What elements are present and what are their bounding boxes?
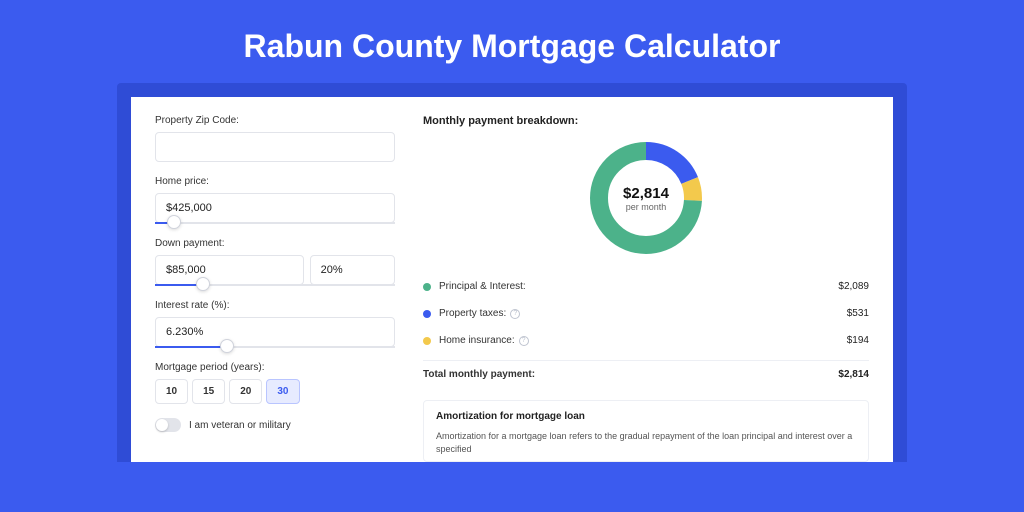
legend: Principal & Interest:$2,089Property taxe… <box>423 273 869 388</box>
home-price-label: Home price: <box>155 176 395 187</box>
legend-row: Property taxes: ?$531 <box>423 300 869 327</box>
calculator-card-frame: Property Zip Code: Home price: Down paym… <box>117 83 907 462</box>
down-payment-slider[interactable] <box>155 284 395 286</box>
veteran-toggle[interactable] <box>155 418 181 432</box>
zip-label: Property Zip Code: <box>155 115 395 126</box>
down-payment-field: Down payment: <box>155 238 395 286</box>
home-price-field: Home price: <box>155 176 395 224</box>
down-payment-percent-input[interactable] <box>310 255 395 285</box>
down-payment-amount-input[interactable] <box>155 255 304 285</box>
legend-label: Principal & Interest: <box>439 281 838 292</box>
legend-label: Property taxes: ? <box>439 308 847 319</box>
legend-total-row: Total monthly payment:$2,814 <box>423 361 869 388</box>
amortization-title: Amortization for mortgage loan <box>436 411 856 422</box>
breakdown-title: Monthly payment breakdown: <box>423 115 869 127</box>
legend-dot <box>423 283 431 291</box>
legend-value: $194 <box>847 335 869 346</box>
mortgage-period-field: Mortgage period (years): 10152030 <box>155 362 395 404</box>
info-icon[interactable]: ? <box>510 309 520 319</box>
period-button-15[interactable]: 15 <box>192 379 225 404</box>
legend-dot <box>423 337 431 345</box>
amortization-card: Amortization for mortgage loan Amortizat… <box>423 400 869 462</box>
breakdown-column: Monthly payment breakdown: $2,814 per mo… <box>423 115 869 462</box>
down-payment-slider-thumb[interactable] <box>196 277 210 291</box>
legend-dot <box>423 310 431 318</box>
donut-chart: $2,814 per month <box>585 137 707 259</box>
legend-row: Principal & Interest:$2,089 <box>423 273 869 300</box>
period-button-20[interactable]: 20 <box>229 379 262 404</box>
page-title: Rabun County Mortgage Calculator <box>0 0 1024 83</box>
period-button-30[interactable]: 30 <box>266 379 299 404</box>
down-payment-label: Down payment: <box>155 238 395 249</box>
veteran-field: I am veteran or military <box>155 418 395 432</box>
calculator-card: Property Zip Code: Home price: Down paym… <box>131 97 893 462</box>
zip-input[interactable] <box>155 132 395 162</box>
home-price-slider-thumb[interactable] <box>167 215 181 229</box>
period-button-10[interactable]: 10 <box>155 379 188 404</box>
info-icon[interactable]: ? <box>519 336 529 346</box>
veteran-label: I am veteran or military <box>189 420 291 431</box>
legend-label: Home insurance: ? <box>439 335 847 346</box>
interest-rate-slider-thumb[interactable] <box>220 339 234 353</box>
interest-rate-slider[interactable] <box>155 346 395 348</box>
home-price-input[interactable] <box>155 193 395 223</box>
legend-total-label: Total monthly payment: <box>423 369 838 380</box>
donut-chart-wrap: $2,814 per month <box>423 137 869 259</box>
donut-value: $2,814 <box>623 185 669 202</box>
amortization-text: Amortization for a mortgage loan refers … <box>436 430 856 455</box>
legend-total-value: $2,814 <box>838 369 869 380</box>
form-column: Property Zip Code: Home price: Down paym… <box>155 115 395 462</box>
interest-rate-field: Interest rate (%): <box>155 300 395 348</box>
home-price-slider[interactable] <box>155 222 395 224</box>
interest-rate-input[interactable] <box>155 317 395 347</box>
legend-row: Home insurance: ?$194 <box>423 327 869 354</box>
legend-value: $531 <box>847 308 869 319</box>
donut-sub: per month <box>626 202 667 212</box>
legend-value: $2,089 <box>838 281 869 292</box>
zip-field: Property Zip Code: <box>155 115 395 162</box>
donut-center: $2,814 per month <box>585 137 707 259</box>
interest-rate-label: Interest rate (%): <box>155 300 395 311</box>
mortgage-period-label: Mortgage period (years): <box>155 362 395 373</box>
